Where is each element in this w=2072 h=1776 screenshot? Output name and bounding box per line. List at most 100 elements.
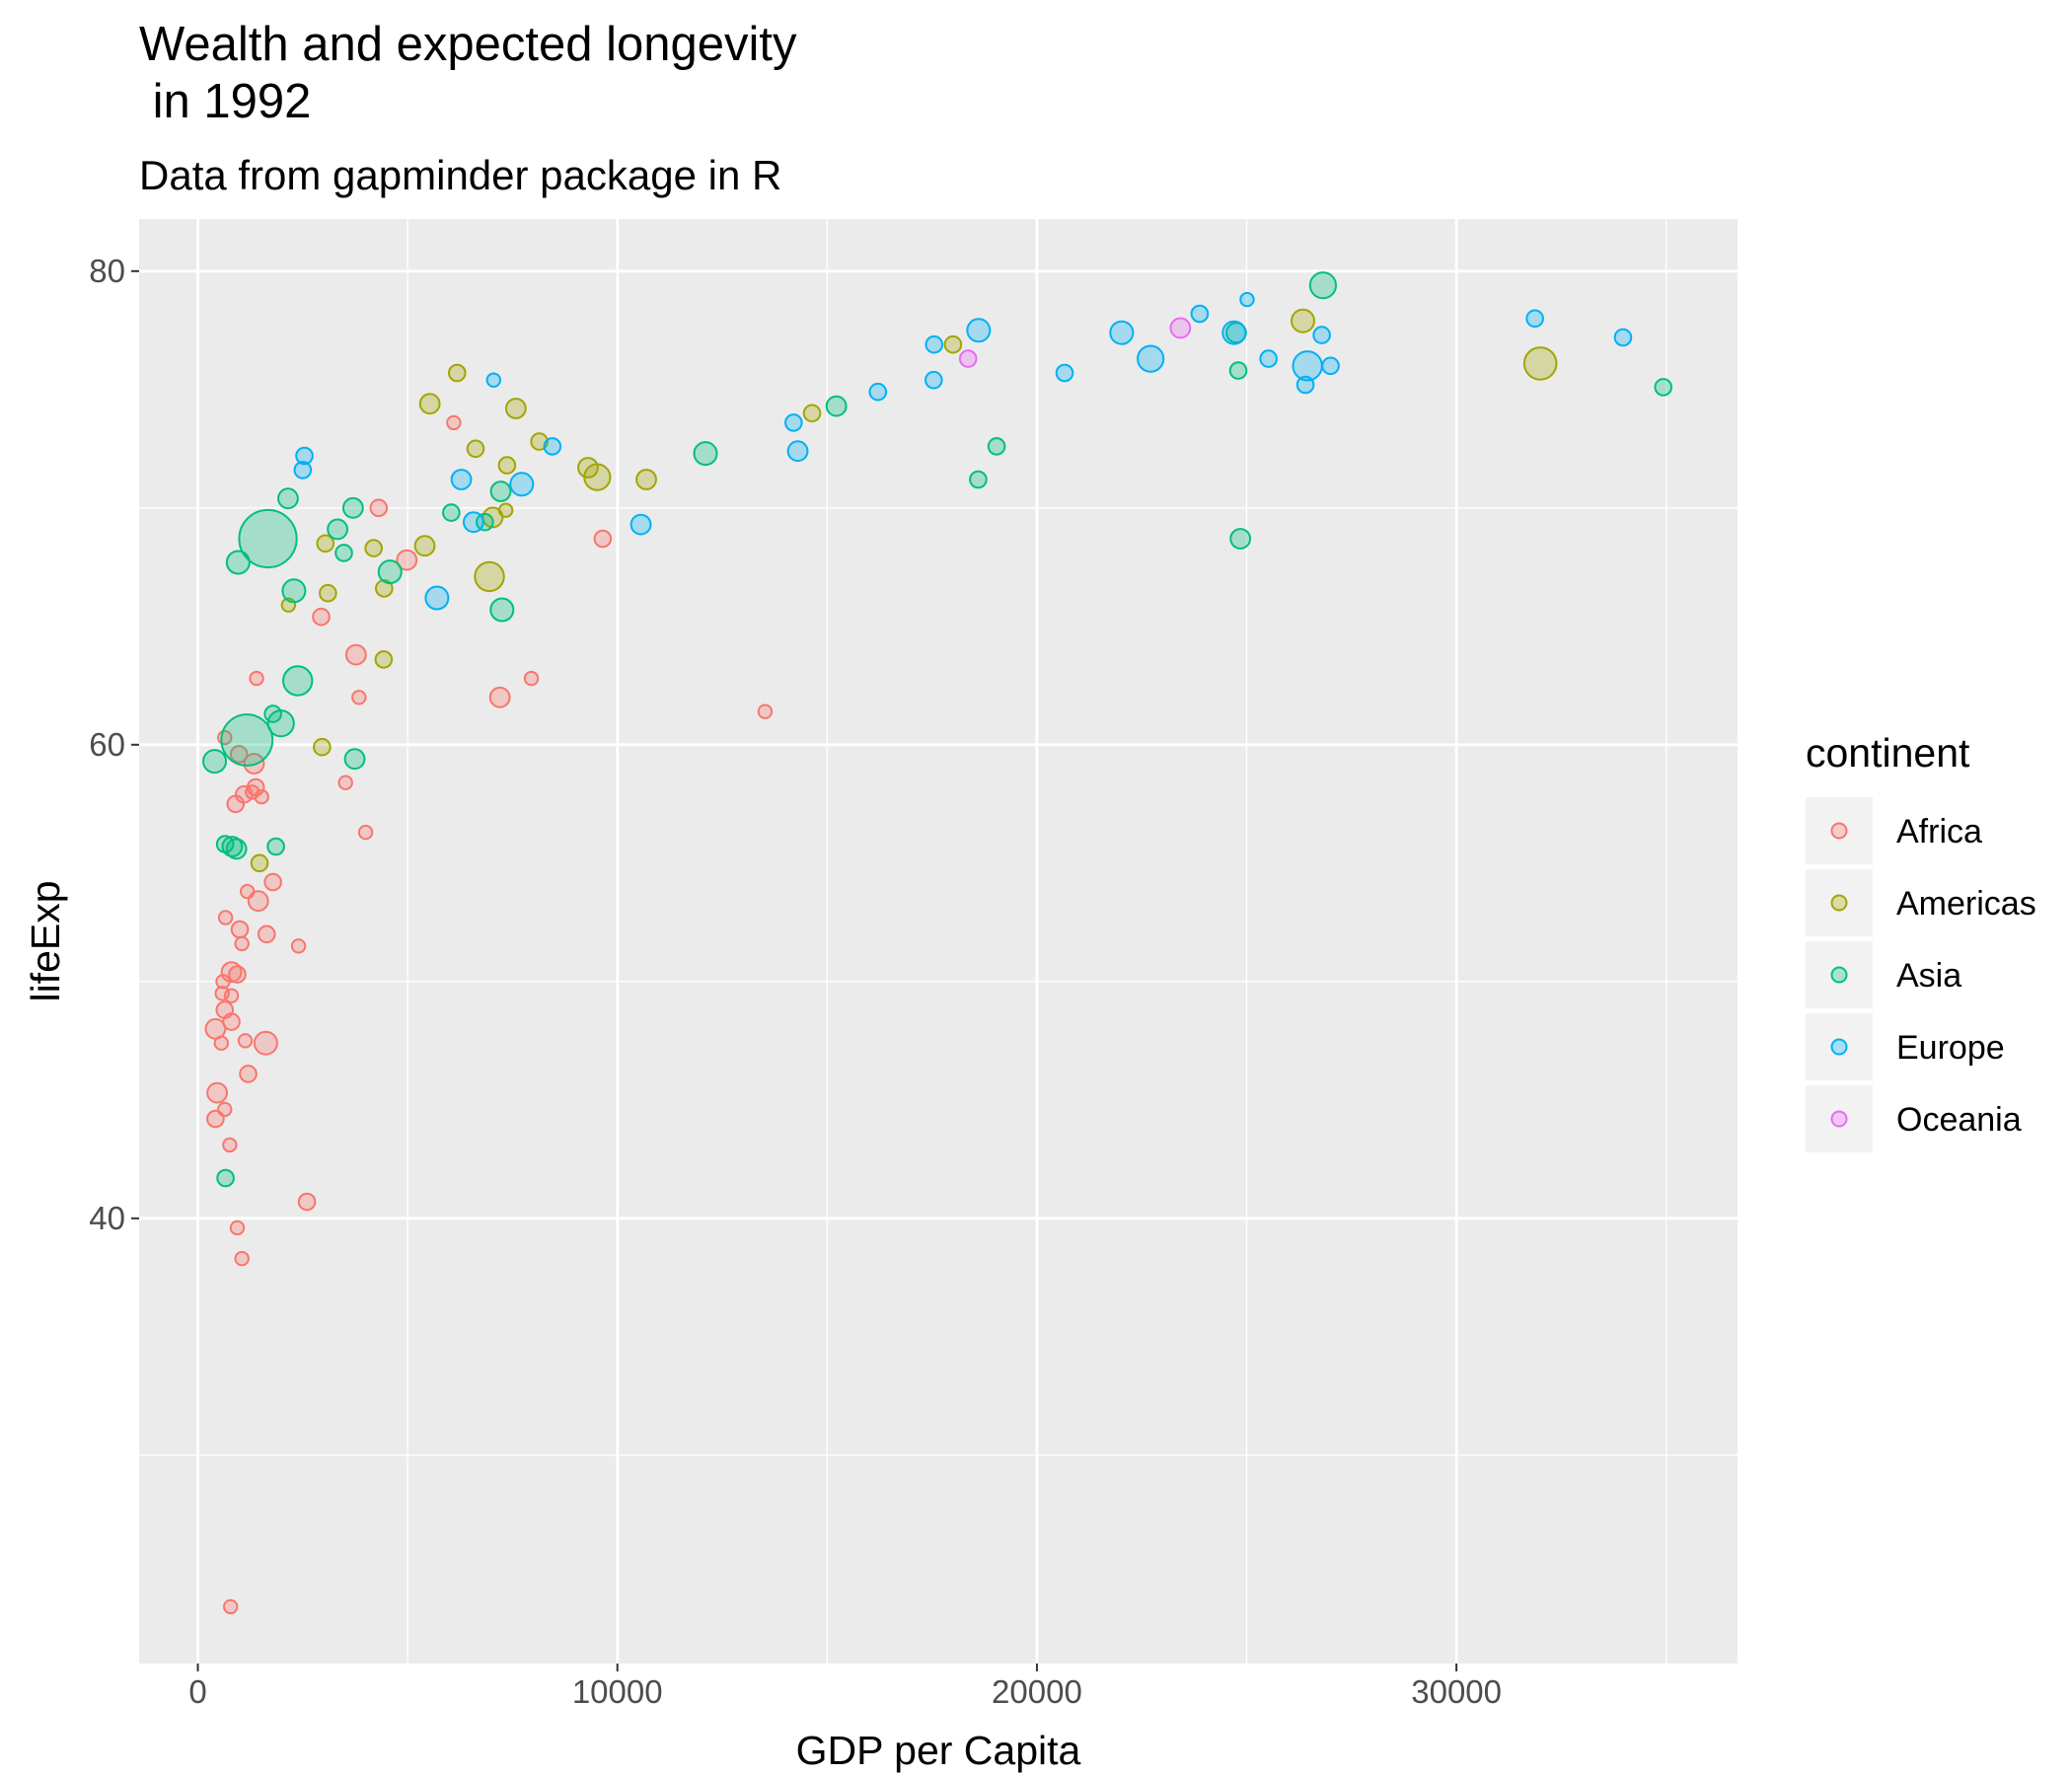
point-africa [369,498,389,518]
point-africa [229,745,249,764]
point-asia [442,503,461,522]
point-europe [424,585,450,611]
point-africa [253,1030,278,1056]
point-asia [1654,378,1673,397]
legend-key-africa [1830,822,1848,840]
point-oceania [958,349,978,368]
legend-key-bg [1806,797,1873,864]
point-europe [629,513,652,536]
point-africa [222,1598,239,1615]
point-africa [357,824,374,841]
point-europe [784,413,803,432]
gridlines [139,219,1738,1664]
point-asia [238,508,298,569]
x-tick-label: 10000 [572,1673,663,1710]
point-asia [1229,528,1252,550]
point-africa [204,1017,227,1040]
point-americas [374,650,394,669]
point-africa [234,935,250,952]
legend-key-bg [1806,1013,1873,1080]
legend-key-bg [1806,941,1873,1008]
point-africa [222,1137,238,1153]
point-americas [364,539,383,557]
point-americas [250,853,269,873]
axis-ticks: 40 60 80 0 10000 20000 30000 [89,253,1502,1710]
point-europe [1259,349,1278,368]
point-europe [1221,320,1247,345]
point-europe [925,370,943,390]
legend-title: continent [1806,730,1970,776]
point-africa [228,965,247,984]
point-africa [215,1000,235,1019]
point-americas [497,502,514,518]
point-africa [337,775,353,790]
point-africa [396,549,418,571]
point-africa [237,1033,254,1049]
point-americas [319,583,337,603]
point-asia [1228,361,1248,380]
point-asia [476,512,494,532]
legend-key-asia [1830,966,1848,984]
point-europe [450,469,473,490]
point-asia [327,518,349,541]
legend-key-europe [1830,1038,1848,1056]
point-americas [375,579,394,598]
point-asia [220,713,274,767]
point-europe [485,372,501,388]
point-africa [240,883,256,900]
title-block: Wealth and expected longevity in 1992 Da… [139,18,797,198]
point-europe [1137,344,1165,373]
chart-title: Wealth and expected longevity in 1992 [139,18,797,128]
point-asia [266,709,295,738]
point-africa [290,938,307,954]
point-africa [523,670,540,687]
point-americas [943,334,963,354]
point-asia [489,481,512,502]
point-africa [229,1220,246,1236]
y-axis-label: lifeExp [23,880,68,1001]
point-asia [225,550,251,575]
legend-label-europe: Europe [1896,1029,2005,1067]
y-tick-label: 80 [89,253,125,289]
point-asia [969,470,988,489]
point-africa [446,414,462,431]
point-asia [202,749,228,775]
point-africa [593,529,613,549]
point-europe [1525,309,1544,329]
point-africa [757,703,774,719]
point-americas [635,469,657,490]
point-europe [293,461,313,480]
legend-key-oceania [1830,1110,1848,1128]
legend-label-oceania: Oceania [1896,1101,2022,1139]
plot-panel [139,219,1738,1664]
point-americas [447,363,467,383]
point-europe [1055,363,1074,383]
point-africa [312,607,331,627]
point-europe [925,334,944,354]
point-africa [214,986,230,1001]
y-tick-label: 40 [89,1200,125,1236]
point-americas [316,534,335,554]
x-tick-label: 20000 [992,1673,1082,1710]
x-tick-label: 0 [188,1673,206,1710]
point-americas [466,439,485,459]
point-europe [786,440,809,463]
point-africa [239,1065,258,1083]
x-axis-label: GDP per Capita [796,1728,1081,1773]
legend-label-americas: Americas [1896,885,2036,923]
chart-title-line: Wealth and expected longevity [139,18,797,71]
point-africa [217,910,234,925]
point-asia [216,1168,235,1188]
point-asia [825,395,848,417]
point-americas [802,404,822,423]
point-americas [313,737,332,757]
legend-key-bg [1806,869,1873,936]
point-africa [263,872,282,892]
point-asia [341,496,364,519]
point-africa [351,690,367,705]
point-asia [489,597,515,623]
point-africa [488,686,511,708]
point-asia [215,835,235,853]
point-europe [966,318,992,343]
